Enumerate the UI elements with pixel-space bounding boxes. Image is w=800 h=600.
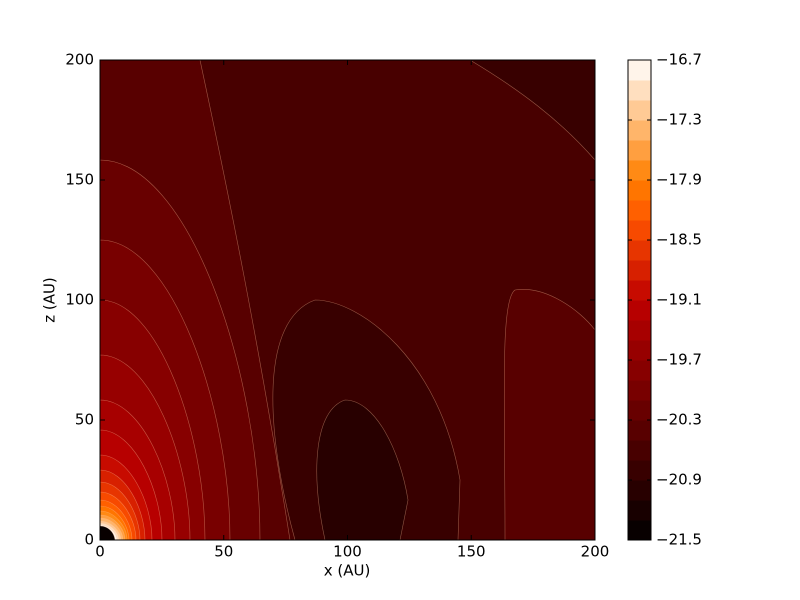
colorbar-tick-label: −17.3 (656, 111, 702, 129)
colorbar-swatch (628, 420, 651, 441)
colorbar-tick-label: −18.5 (656, 231, 702, 249)
x-tick-label: 100 (333, 543, 362, 561)
x-tick-label: 200 (581, 543, 610, 561)
y-tick-label: 50 (75, 411, 94, 429)
y-tick-label: 100 (65, 291, 94, 309)
colorbar-swatch (628, 360, 651, 381)
colorbar-swatch (628, 300, 651, 321)
x-tick-label: 0 (95, 543, 105, 561)
contour-region (100, 525, 116, 540)
colorbar-swatch (628, 520, 651, 541)
colorbar-tick-label: −19.7 (656, 351, 702, 369)
colorbar-tick-label: −17.9 (656, 171, 702, 189)
colorbar-swatch (628, 220, 651, 241)
x-tick-label: 150 (457, 543, 486, 561)
x-tick-label: 50 (214, 543, 233, 561)
colorbar-swatch (628, 480, 651, 501)
colorbar-tick-label: −16.7 (656, 51, 702, 69)
colorbar-swatch (628, 140, 651, 161)
colorbar-swatch (628, 260, 651, 281)
y-tick-label: 0 (84, 531, 94, 549)
y-tick-label: 200 (65, 51, 94, 69)
colorbar-tick-label: −19.1 (656, 291, 702, 309)
colorbar-swatch (628, 400, 651, 421)
contour-region (316, 399, 409, 540)
plot-area (100, 60, 595, 540)
y-axis-label: z (AU) (41, 277, 59, 323)
colorbar-swatch (628, 500, 651, 521)
colorbar-tick-label: −21.5 (656, 531, 702, 549)
x-axis-label: x (AU) (324, 562, 371, 580)
colorbar-swatch (628, 460, 651, 481)
colorbar-swatch (628, 340, 651, 361)
colorbar-swatch (628, 60, 651, 81)
colorbar-swatch (628, 280, 651, 301)
colorbar-swatch (628, 160, 651, 181)
colorbar-tick-label: −20.3 (656, 411, 702, 429)
contour-region (503, 289, 595, 540)
colorbar-swatch (628, 380, 651, 401)
colorbar-swatch (628, 80, 651, 101)
colorbar-swatch (628, 180, 651, 201)
y-tick-label: 150 (65, 171, 94, 189)
colorbar-swatch (628, 440, 651, 461)
colorbar-swatch (628, 200, 651, 221)
colorbar-swatch (628, 240, 651, 261)
colorbar-swatch (628, 120, 651, 141)
colorbar-swatch (628, 320, 651, 341)
colorbar-tick-label: −20.9 (656, 471, 702, 489)
colorbar-swatch (628, 100, 651, 121)
